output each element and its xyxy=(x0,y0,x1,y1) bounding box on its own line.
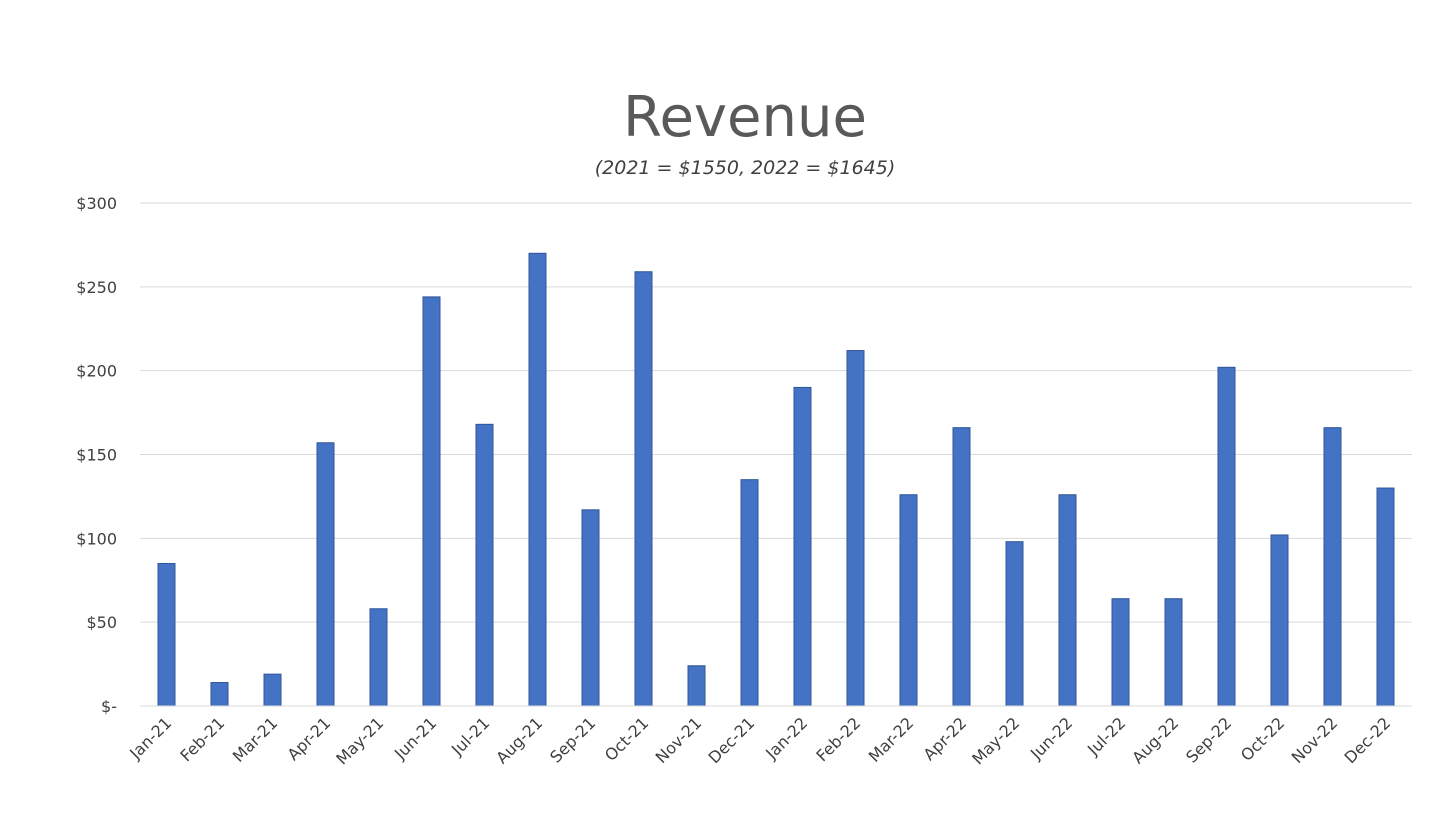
bar-dec-21 xyxy=(740,479,759,707)
x-tick-label: Dec-22 xyxy=(1341,713,1395,767)
bar-nov-21 xyxy=(687,665,706,707)
x-tick-label: Dec-21 xyxy=(705,713,759,767)
y-tick-label: $50 xyxy=(86,613,117,632)
y-tick-label: $- xyxy=(101,697,117,716)
x-tick-label: Nov-22 xyxy=(1288,713,1342,767)
y-axis-tick-labels: $- $50 $100 $150 $200 $250 $300 xyxy=(76,194,117,716)
x-tick-label: Nov-21 xyxy=(652,713,706,767)
bar-jul-21 xyxy=(475,423,494,707)
x-tick-label: Mar-21 xyxy=(229,713,282,766)
chart-subtitle: (2021 = $1550, 2022 = $1645) xyxy=(595,157,896,179)
x-tick-label: Sep-21 xyxy=(546,713,599,766)
y-tick-label: $100 xyxy=(76,529,117,548)
bar-sep-22 xyxy=(1217,366,1236,707)
bar-mar-22 xyxy=(899,494,918,707)
bar-mar-21 xyxy=(263,673,282,707)
bar-jan-21 xyxy=(157,562,176,707)
x-tick-label: May-21 xyxy=(332,713,387,768)
bar-aug-21 xyxy=(528,252,547,707)
bar-oct-21 xyxy=(634,271,653,707)
x-tick-label: Jan-21 xyxy=(125,713,175,763)
bar-jan-22 xyxy=(793,386,812,707)
x-tick-label: Sep-22 xyxy=(1182,713,1235,766)
x-tick-label: Feb-22 xyxy=(812,713,864,765)
x-tick-label: Jan-22 xyxy=(761,713,811,763)
x-tick-label: Jul-21 xyxy=(447,713,493,759)
x-tick-label: Apr-21 xyxy=(284,713,335,764)
bar-aug-22 xyxy=(1164,598,1183,707)
y-tick-label: $250 xyxy=(76,278,117,297)
bar-oct-22 xyxy=(1270,534,1289,707)
gridlines xyxy=(140,202,1412,623)
x-tick-label: Aug-22 xyxy=(1128,713,1182,767)
y-tick-label: $300 xyxy=(76,194,117,213)
bar-sep-21 xyxy=(581,509,600,707)
bar-may-22 xyxy=(1005,541,1024,707)
bar-may-21 xyxy=(369,608,388,707)
bar-feb-21 xyxy=(210,682,229,707)
x-tick-label: Jun-21 xyxy=(390,713,440,763)
x-tick-label: May-22 xyxy=(968,713,1023,768)
chart-title: Revenue xyxy=(623,85,867,150)
x-tick-label: Jun-22 xyxy=(1026,713,1076,763)
bar-apr-22 xyxy=(952,427,971,707)
x-tick-label: Oct-21 xyxy=(601,713,652,764)
bar-feb-22 xyxy=(846,350,865,707)
y-tick-label: $200 xyxy=(76,362,117,381)
x-tick-label: Apr-22 xyxy=(920,713,971,764)
x-tick-label: Jul-22 xyxy=(1083,713,1129,759)
y-tick-label: $150 xyxy=(76,446,117,465)
x-tick-label: Aug-21 xyxy=(492,713,546,767)
bar-jun-21 xyxy=(422,296,441,707)
bar-jun-22 xyxy=(1058,494,1077,707)
bars xyxy=(157,252,1395,707)
bar-nov-22 xyxy=(1323,427,1342,707)
bar-jul-22 xyxy=(1111,598,1130,707)
bar-apr-21 xyxy=(316,442,335,707)
x-tick-label: Oct-22 xyxy=(1237,713,1288,764)
x-tick-label: Mar-22 xyxy=(865,713,918,766)
x-tick-label: Feb-21 xyxy=(176,713,228,765)
bar-dec-22 xyxy=(1376,487,1395,707)
